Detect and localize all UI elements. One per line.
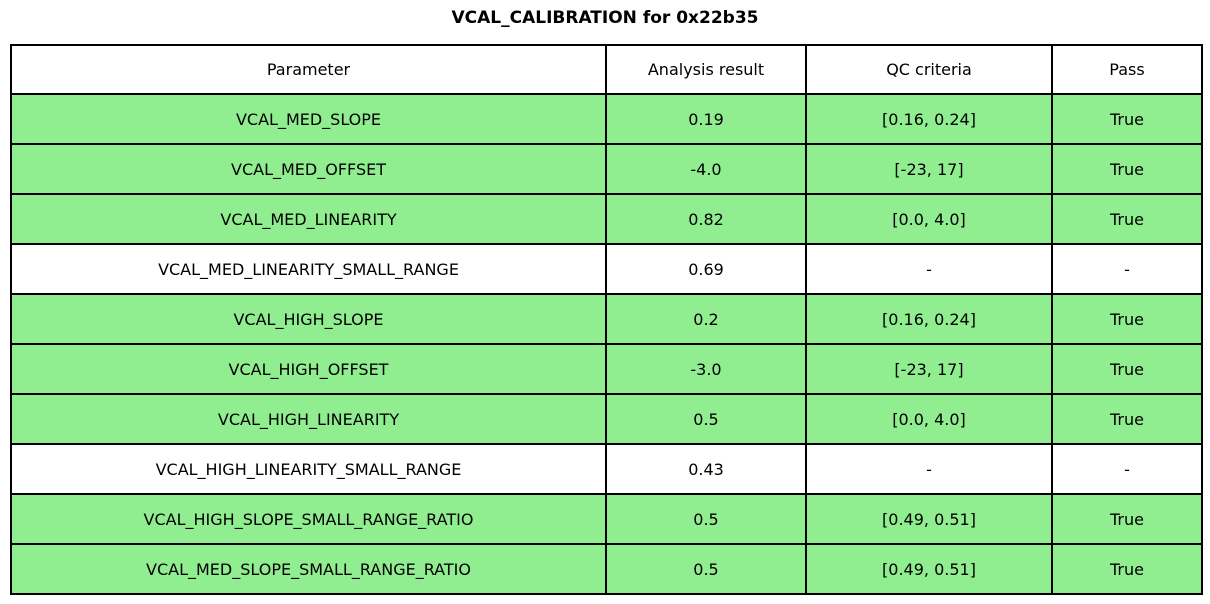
cell-qc-criteria: - xyxy=(805,243,1053,295)
column-header-analysis-result: Analysis result xyxy=(605,44,807,95)
cell-qc-criteria: - xyxy=(805,443,1053,495)
cell-pass: True xyxy=(1051,393,1203,445)
table-header: Parameter Analysis result QC criteria Pa… xyxy=(10,44,1203,95)
table-row: VCAL_HIGH_LINEARITY_SMALL_RANGE 0.43- - xyxy=(10,443,1203,495)
cell-pass: - xyxy=(1051,443,1203,495)
cell-parameter: VCAL_MED_LINEARITY_SMALL_RANGE xyxy=(10,243,607,295)
cell-analysis-result: 0.5 xyxy=(605,543,807,595)
page-title: VCAL_CALIBRATION for 0x22b35 xyxy=(451,8,759,28)
table-row: VCAL_MED_SLOPE_SMALL_RANGE_RATIO 0.5 [0.49… xyxy=(10,543,1203,595)
cell-qc-criteria: [0.0, 4.0] xyxy=(805,393,1053,445)
cell-pass: True xyxy=(1051,143,1203,195)
table-row: VCAL_HIGH_OFFSET -3.0 [-23, 17] True xyxy=(10,343,1203,395)
cell-parameter: VCAL_HIGH_OFFSET xyxy=(10,343,607,395)
cell-analysis-result: -4.0 xyxy=(605,143,807,195)
cell-pass: True xyxy=(1051,93,1203,145)
table-row: VCAL_MED_LINEARITY 0.82 [0.0, 4.0] True xyxy=(10,193,1203,245)
table-row: VCAL_MED_SLOPE 0.19 [0.16, 0.24] True xyxy=(10,93,1203,145)
cell-pass: True xyxy=(1051,493,1203,545)
cell-analysis-result: 0.43 xyxy=(605,443,807,495)
cell-parameter: VCAL_HIGH_SLOPE xyxy=(10,293,607,345)
cell-parameter: VCAL_HIGH_LINEARITY_SMALL_RANGE xyxy=(10,443,607,495)
cell-analysis-result: 0.2 xyxy=(605,293,807,345)
cell-pass: True xyxy=(1051,193,1203,245)
cell-parameter: VCAL_MED_SLOPE xyxy=(10,93,607,145)
cell-analysis-result: 0.69 xyxy=(605,243,807,295)
cell-analysis-result: 0.82 xyxy=(605,193,807,245)
calibration-table: Parameter Analysis result QC criteria Pa… xyxy=(10,44,1203,595)
cell-parameter: VCAL_MED_SLOPE_SMALL_RANGE_RATIO xyxy=(10,543,607,595)
cell-analysis-result: 0.5 xyxy=(605,493,807,545)
column-header-parameter: Parameter xyxy=(10,44,607,95)
column-header-pass: Pass xyxy=(1051,44,1203,95)
cell-parameter: VCAL_MED_OFFSET xyxy=(10,143,607,195)
cell-analysis-result: 0.5 xyxy=(605,393,807,445)
cell-analysis-result: 0.19 xyxy=(605,93,807,145)
header-row: Parameter Analysis result QC criteria Pa… xyxy=(10,44,1203,95)
cell-qc-criteria: [0.16, 0.24] xyxy=(805,293,1053,345)
cell-pass: True xyxy=(1051,293,1203,345)
cell-pass: - xyxy=(1051,243,1203,295)
cell-qc-criteria: [0.16, 0.24] xyxy=(805,93,1053,145)
table-body: VCAL_MED_SLOPE 0.19 [0.16, 0.24] True VCAL_M… xyxy=(10,93,1203,595)
cell-qc-criteria: [0.0, 4.0] xyxy=(805,193,1053,245)
cell-pass: True xyxy=(1051,343,1203,395)
cell-qc-criteria: [0.49, 0.51] xyxy=(805,493,1053,545)
cell-parameter: VCAL_MED_LINEARITY xyxy=(10,193,607,245)
cell-parameter: VCAL_HIGH_SLOPE_SMALL_RANGE_RATIO xyxy=(10,493,607,545)
table-row: VCAL_MED_LINEARITY_SMALL_RANGE 0.69- - xyxy=(10,243,1203,295)
column-header-qc-criteria: QC criteria xyxy=(805,44,1053,95)
table-row: VCAL_HIGH_SLOPE_SMALL_RANGE_RATIO 0.5 [0.4… xyxy=(10,493,1203,545)
cell-parameter: VCAL_HIGH_LINEARITY xyxy=(10,393,607,445)
table-row: VCAL_HIGH_SLOPE 0.2 [0.16, 0.24] True xyxy=(10,293,1203,345)
cell-qc-criteria: [-23, 17] xyxy=(805,343,1053,395)
cell-analysis-result: -3.0 xyxy=(605,343,807,395)
cell-pass: True xyxy=(1051,543,1203,595)
table-row: VCAL_HIGH_LINEARITY 0.5 [0.0, 4.0] True xyxy=(10,393,1203,445)
table-row: VCAL_MED_OFFSET -4.0 [-23, 17] True xyxy=(10,143,1203,195)
cell-qc-criteria: [-23, 17] xyxy=(805,143,1053,195)
cell-qc-criteria: [0.49, 0.51] xyxy=(805,543,1053,595)
